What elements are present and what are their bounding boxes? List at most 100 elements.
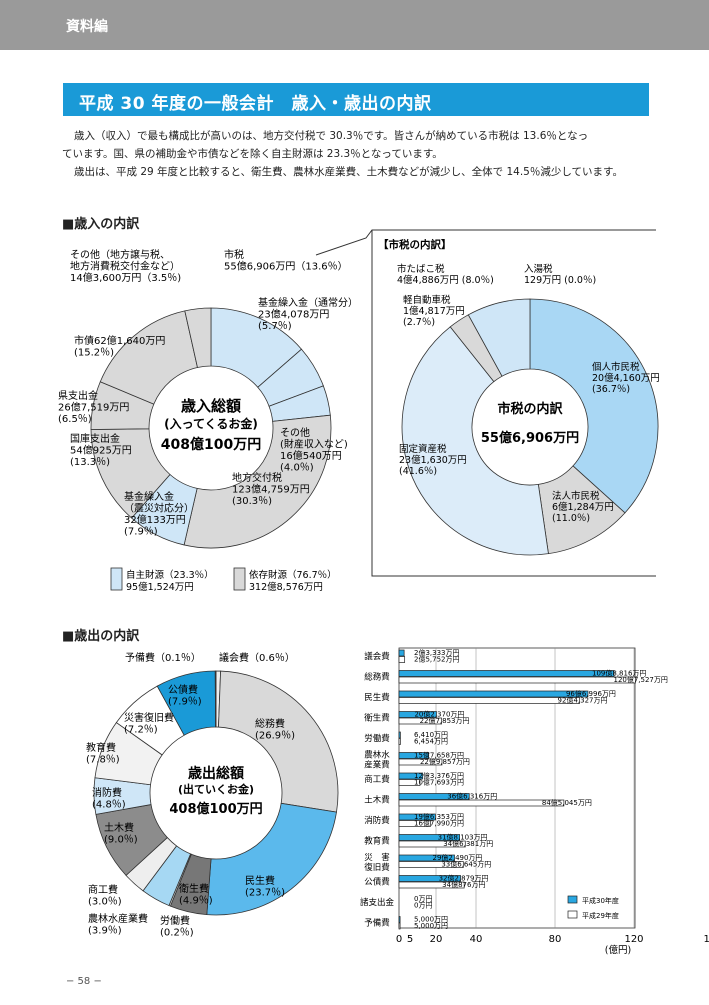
exp-label-0-line-0: 議会費（0.6％） [219,651,295,664]
tax-label-3-line-2: (2.7％) [403,317,435,328]
tax-label-0-line-1: 20億4,160万円 [592,372,660,384]
bar-平成29年度-民生費 [398,697,580,704]
revenue-center-total: 408億100万円 [161,436,261,453]
bar-平成29年度-商工費 [398,779,421,786]
bar-平成30年度-教育費 [398,834,460,841]
bar-value-平成30年度-公債費: 32億2,879万円 [439,874,489,883]
exp-label-11-line-1: (7.9％) [168,697,202,708]
section-header-bar: 資料編 [0,0,709,50]
slice-rev-8 [184,307,212,368]
bar-value-平成29年度-土木費: 84億5,045万円 [542,798,592,807]
exp-label-3-line-0: 衛生費 [179,882,209,895]
bar-平成29年度-衛生費 [398,717,442,725]
bar-平成30年度-災害復旧費 [398,854,455,862]
bar-value-平成30年度-衛生費: 20億2,370万円 [414,710,464,719]
rev-label-7-line-1: (15.2％) [74,348,114,359]
bar-value-平成29年度-総務費: 120億7,527万円 [613,675,667,684]
rev-label-2-line-0: その他 [280,426,310,439]
bar-平成30年度-総務費 [398,670,615,677]
x-tick-label: 5 [407,934,413,945]
section-label: 資料編 [66,19,108,35]
exp-label-10-line-0: 災害復旧費 [124,711,174,724]
bar-value-平成29年度-消防費: 16億7,990万円 [414,819,464,828]
rev-label-1-line-0: 基金繰入金（通常分） [258,296,358,309]
exp-label-12-line-0: 予備費（0.1％） [125,651,201,664]
bar-value-平成29年度-予備費: 5,000万円 [414,922,448,930]
expense-center-total: 408億100万円 [169,801,262,817]
rev-label-2-line-1: (財産収入など) [280,438,348,451]
rev-label-2-line-2: 16億540万円 [280,449,342,462]
rev-label-4-line-0: 基金繰入金 [124,490,174,503]
slice-tax-2 [401,326,549,556]
bar-平成30年度-土木費 [398,793,470,800]
legend-dep-label: 依存財源（76.7％） [249,569,337,581]
exp-label-8-line-1: (4.8％) [92,800,126,811]
exp-label-7-line-1: (9.0％) [104,835,138,846]
bar-平成30年度-議会費 [398,649,405,657]
rev-label-3-line-0: 地方交付税 [232,471,282,484]
rev-label-3-line-1: 123億4,759万円 [232,483,310,496]
bar-平成29年度-教育費 [398,840,466,848]
slice-tax-0 [529,298,659,514]
exp-label-8-line-0: 消防費 [92,786,122,799]
expense-center-sub: (出ていくお金) [178,782,254,796]
bar-平成29年度-予備費 [398,922,401,930]
bar-cat-10-line-1: 復旧費 [364,862,390,873]
intro-line-1: 歳入（収入）で最も構成比が高いのは、地方交付税で 30.3％です。皆さんが納めて… [74,130,589,142]
bar-cat-5-line-0: 農林水 [364,750,390,761]
rev-label-6-line-0: 県支出金 [58,389,98,402]
exp-label-4-line-0: 労働費 [160,914,190,927]
bar-value-平成30年度-消防費: 19億6,353万円 [414,812,464,821]
slice-tax-4 [467,298,531,377]
exp-label-10-line-1: (7.2％) [124,725,158,736]
bar-cat-6-line-0: 商工費 [364,774,390,785]
bar-value-平成29年度-労働費: 6,454万円 [414,738,448,746]
exp-label-6-line-1: (3.0％) [88,897,122,908]
rev-label-8-line-2: 14億3,600万円（3.5％) [70,271,181,284]
slice-exp-2 [206,802,337,916]
bar-平成30年度-労働費 [398,731,401,739]
bar-value-平成29年度-議会費: 2億5,752万円 [414,655,460,664]
x-tick-label: 80 [549,934,562,945]
tax-label-2-line-1: 23億1,630万円 [399,454,467,466]
bar-value-平成30年度-議会費: 2億3,333万円 [414,648,460,657]
tax-label-4-line-1: 4億4,886万円 (8.0％) [397,274,494,286]
tax-label-5-line-1: 129万円 (0.0％) [524,275,596,286]
expense-bar-chart: 05204080120160200(億円)議会費2億3,333万円2億5,752… [360,647,709,956]
bar-legend-swatch-1 [567,910,578,919]
exp-label-4-line-1: (0.2％) [160,928,194,939]
exp-label-2-line-0: 民生費 [245,874,275,887]
rev-label-5-line-1: 54億925万円 [70,444,132,457]
bar-legend-label-0: 平成30年度 [582,896,619,905]
bar-平成30年度-消防費 [398,813,436,821]
bar-平成29年度-労働費 [398,738,401,745]
tax-label-1-line-1: 6億1,284万円 [552,501,614,513]
x-tick-label: 0 [396,934,402,945]
slice-exp-1 [218,670,339,813]
bar-cat-7-line-0: 土木費 [364,795,390,806]
exp-label-3-line-1: (4.9％) [179,896,213,907]
tax-label-4-line-0: 市たばこ税 [397,263,445,275]
bar-cat-2-line-0: 民生費 [364,692,390,703]
rev-label-6-line-1: 26億7,519万円 [58,401,129,414]
bar-平成29年度-議会費 [398,656,406,663]
slice-rev-3 [183,414,332,549]
bar-value-平成29年度-諸支出金: 0万円 [414,902,432,910]
bar-cat-5-line-1: 産業費 [364,760,390,771]
expense-center-title: 歳出総額 [188,765,244,782]
exp-label-5-line-1: (3.9％) [88,926,122,937]
bar-平成30年度-公債費 [398,875,461,882]
rev-label-7-line-0: 市債62億1,640万円 [74,334,165,347]
page-number: − 58 − [66,976,102,987]
bar-value-平成29年度-民生費: 92億4,327万円 [558,696,608,705]
bar-平成30年度-民生費 [398,690,589,698]
bar-平成29年度-総務費 [398,676,636,684]
bar-平成29年度-農林水産業費 [398,758,443,766]
bar-cat-4-line-0: 労働費 [364,733,390,744]
revenue-center-title: 歳入総額 [181,397,241,415]
tax-label-2-line-2: (41.6％) [399,466,437,477]
citytax-heading: 【市税の内訳】 [378,238,452,251]
bar-value-平成29年度-公債費: 34億876万円 [442,880,485,889]
